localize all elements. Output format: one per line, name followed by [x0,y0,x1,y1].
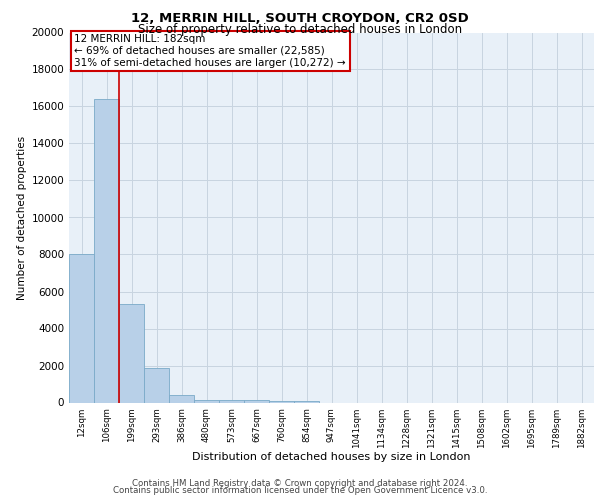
Bar [294,401,319,402]
Text: Contains public sector information licensed under the Open Government Licence v3: Contains public sector information licen… [113,486,487,495]
Text: Contains HM Land Registry data © Crown copyright and database right 2024.: Contains HM Land Registry data © Crown c… [132,478,468,488]
Bar [219,400,244,402]
Y-axis label: Number of detached properties: Number of detached properties [17,136,27,300]
Bar [269,400,294,402]
Bar [94,99,119,402]
Bar [194,400,219,402]
Bar [119,304,144,402]
Text: Size of property relative to detached houses in London: Size of property relative to detached ho… [138,22,462,36]
Text: 12 MERRIN HILL: 182sqm
← 69% of detached houses are smaller (22,585)
31% of semi: 12 MERRIN HILL: 182sqm ← 69% of detached… [74,34,346,68]
Text: 12, MERRIN HILL, SOUTH CROYDON, CR2 0SD: 12, MERRIN HILL, SOUTH CROYDON, CR2 0SD [131,12,469,26]
X-axis label: Distribution of detached houses by size in London: Distribution of detached houses by size … [192,452,471,462]
Bar [69,254,94,402]
Bar [144,368,169,402]
Bar [244,400,269,402]
Bar [169,395,194,402]
